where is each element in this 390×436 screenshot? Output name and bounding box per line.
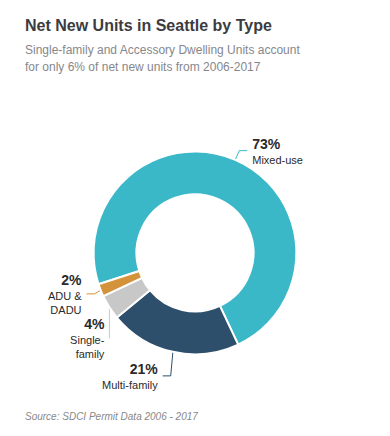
svg-text:Multi-family: Multi-family <box>102 379 158 391</box>
svg-text:21%: 21% <box>130 361 159 377</box>
svg-text:2%: 2% <box>61 272 82 288</box>
svg-text:Mixed-use: Mixed-use <box>252 154 303 166</box>
svg-text:for only 6% of net new units f: for only 6% of net new units from 2006-2… <box>25 60 261 74</box>
svg-text:Single-: Single- <box>70 334 105 346</box>
svg-text:4%: 4% <box>84 316 105 332</box>
svg-text:Net New Units in Seattle by Ty: Net New Units in Seattle by Type <box>25 17 272 34</box>
svg-text:family: family <box>76 348 105 360</box>
svg-text:Source: SDCI Permit Data 2006: Source: SDCI Permit Data 2006 - 2017 <box>25 411 198 422</box>
svg-text:ADU &: ADU & <box>48 290 82 302</box>
svg-text:73%: 73% <box>252 136 281 152</box>
svg-text:Single-family and Accessory Dw: Single-family and Accessory Dwelling Uni… <box>25 43 300 57</box>
svg-text:DADU: DADU <box>50 304 81 316</box>
